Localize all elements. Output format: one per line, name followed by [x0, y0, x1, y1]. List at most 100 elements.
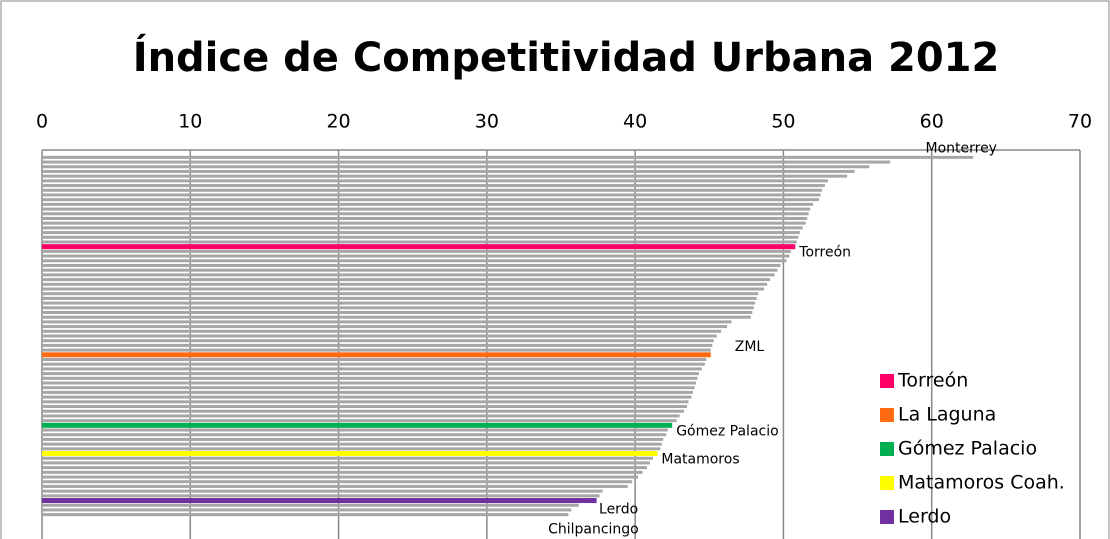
bar [42, 198, 820, 202]
bar [42, 184, 825, 188]
bar [42, 226, 803, 230]
bar [42, 461, 650, 465]
bar [42, 273, 775, 277]
legend-label: Torreón [897, 370, 968, 392]
legend-swatch [880, 442, 894, 456]
x-tick-label: 20 [326, 111, 350, 133]
bar [42, 329, 722, 333]
x-tick-label: 10 [178, 111, 202, 133]
bar [42, 400, 689, 404]
bar [42, 503, 579, 507]
bar [42, 437, 664, 441]
bar [42, 494, 600, 498]
bar [42, 428, 668, 432]
bar-label: Torreón [798, 245, 851, 261]
bar-label: Gómez Palacio [676, 423, 778, 439]
x-tick-label: 60 [920, 111, 944, 133]
x-tick-label: 0 [36, 111, 48, 133]
bar [42, 301, 756, 305]
bar [42, 489, 603, 493]
bar [42, 202, 814, 206]
bar [42, 174, 848, 178]
bar [42, 475, 639, 479]
bar [42, 470, 643, 474]
bar [42, 244, 796, 250]
bar [42, 263, 781, 267]
bar [42, 254, 790, 258]
bar [42, 306, 754, 310]
bar [42, 484, 628, 488]
bar [42, 155, 974, 159]
bar [42, 480, 633, 484]
bar [42, 513, 569, 517]
bar [42, 386, 695, 390]
bar [42, 160, 891, 164]
bar [42, 390, 693, 394]
bar [42, 433, 667, 437]
bar-label: Chilpancingo [548, 522, 639, 538]
bar [42, 334, 717, 338]
bar [42, 367, 702, 371]
bar [42, 442, 662, 446]
legend-label: Matamoros Coah. [898, 472, 1065, 494]
legend-swatch [880, 408, 894, 422]
bar [42, 358, 707, 362]
bar [42, 320, 732, 324]
bar [42, 216, 808, 220]
legend-swatch [880, 510, 894, 524]
x-tick-label: 70 [1068, 111, 1092, 133]
bar [42, 240, 797, 244]
bar [42, 395, 692, 399]
bar [42, 414, 680, 418]
bar [42, 278, 771, 282]
legend-label: La Laguna [898, 404, 996, 426]
legend-swatch [880, 476, 894, 490]
bar [42, 212, 809, 216]
bar [42, 409, 685, 413]
bar [42, 343, 713, 347]
bar [42, 456, 653, 460]
legend-label: Lerdo [898, 506, 951, 528]
bar [42, 498, 597, 504]
bar [42, 325, 728, 329]
bar [42, 169, 855, 173]
bar [42, 282, 768, 286]
bar [42, 339, 714, 343]
bar [42, 188, 822, 192]
bar [42, 422, 673, 428]
bar [42, 381, 696, 385]
bar-label: Lerdo [599, 502, 638, 518]
bar [42, 287, 765, 291]
chart-title: Índice de Competitividad Urbana 2012 [133, 33, 1000, 81]
bar [42, 352, 711, 358]
x-tick-label: 30 [475, 111, 499, 133]
bar [42, 419, 677, 423]
x-tick-label: 50 [771, 111, 795, 133]
bar [42, 372, 699, 376]
bar [42, 315, 751, 319]
bar [42, 221, 806, 225]
bar [42, 193, 821, 197]
bar [42, 249, 791, 253]
bar [42, 207, 811, 211]
bar-label: Monterrey [925, 140, 996, 156]
legend-label: Gómez Palacio [898, 438, 1037, 460]
bar [42, 362, 705, 366]
bar [42, 296, 757, 300]
bar [42, 508, 572, 512]
x-tick-label: 40 [623, 111, 647, 133]
bar [42, 259, 787, 263]
bar-label: ZML [735, 339, 765, 355]
bar [42, 348, 711, 352]
bar [42, 179, 828, 183]
bar [42, 451, 658, 457]
bar [42, 292, 759, 296]
bar [42, 405, 688, 409]
bar [42, 376, 698, 380]
bar [42, 447, 661, 451]
bar-label: Matamoros [661, 452, 739, 468]
bar [42, 165, 870, 169]
bar [42, 235, 799, 239]
bar [42, 231, 800, 235]
